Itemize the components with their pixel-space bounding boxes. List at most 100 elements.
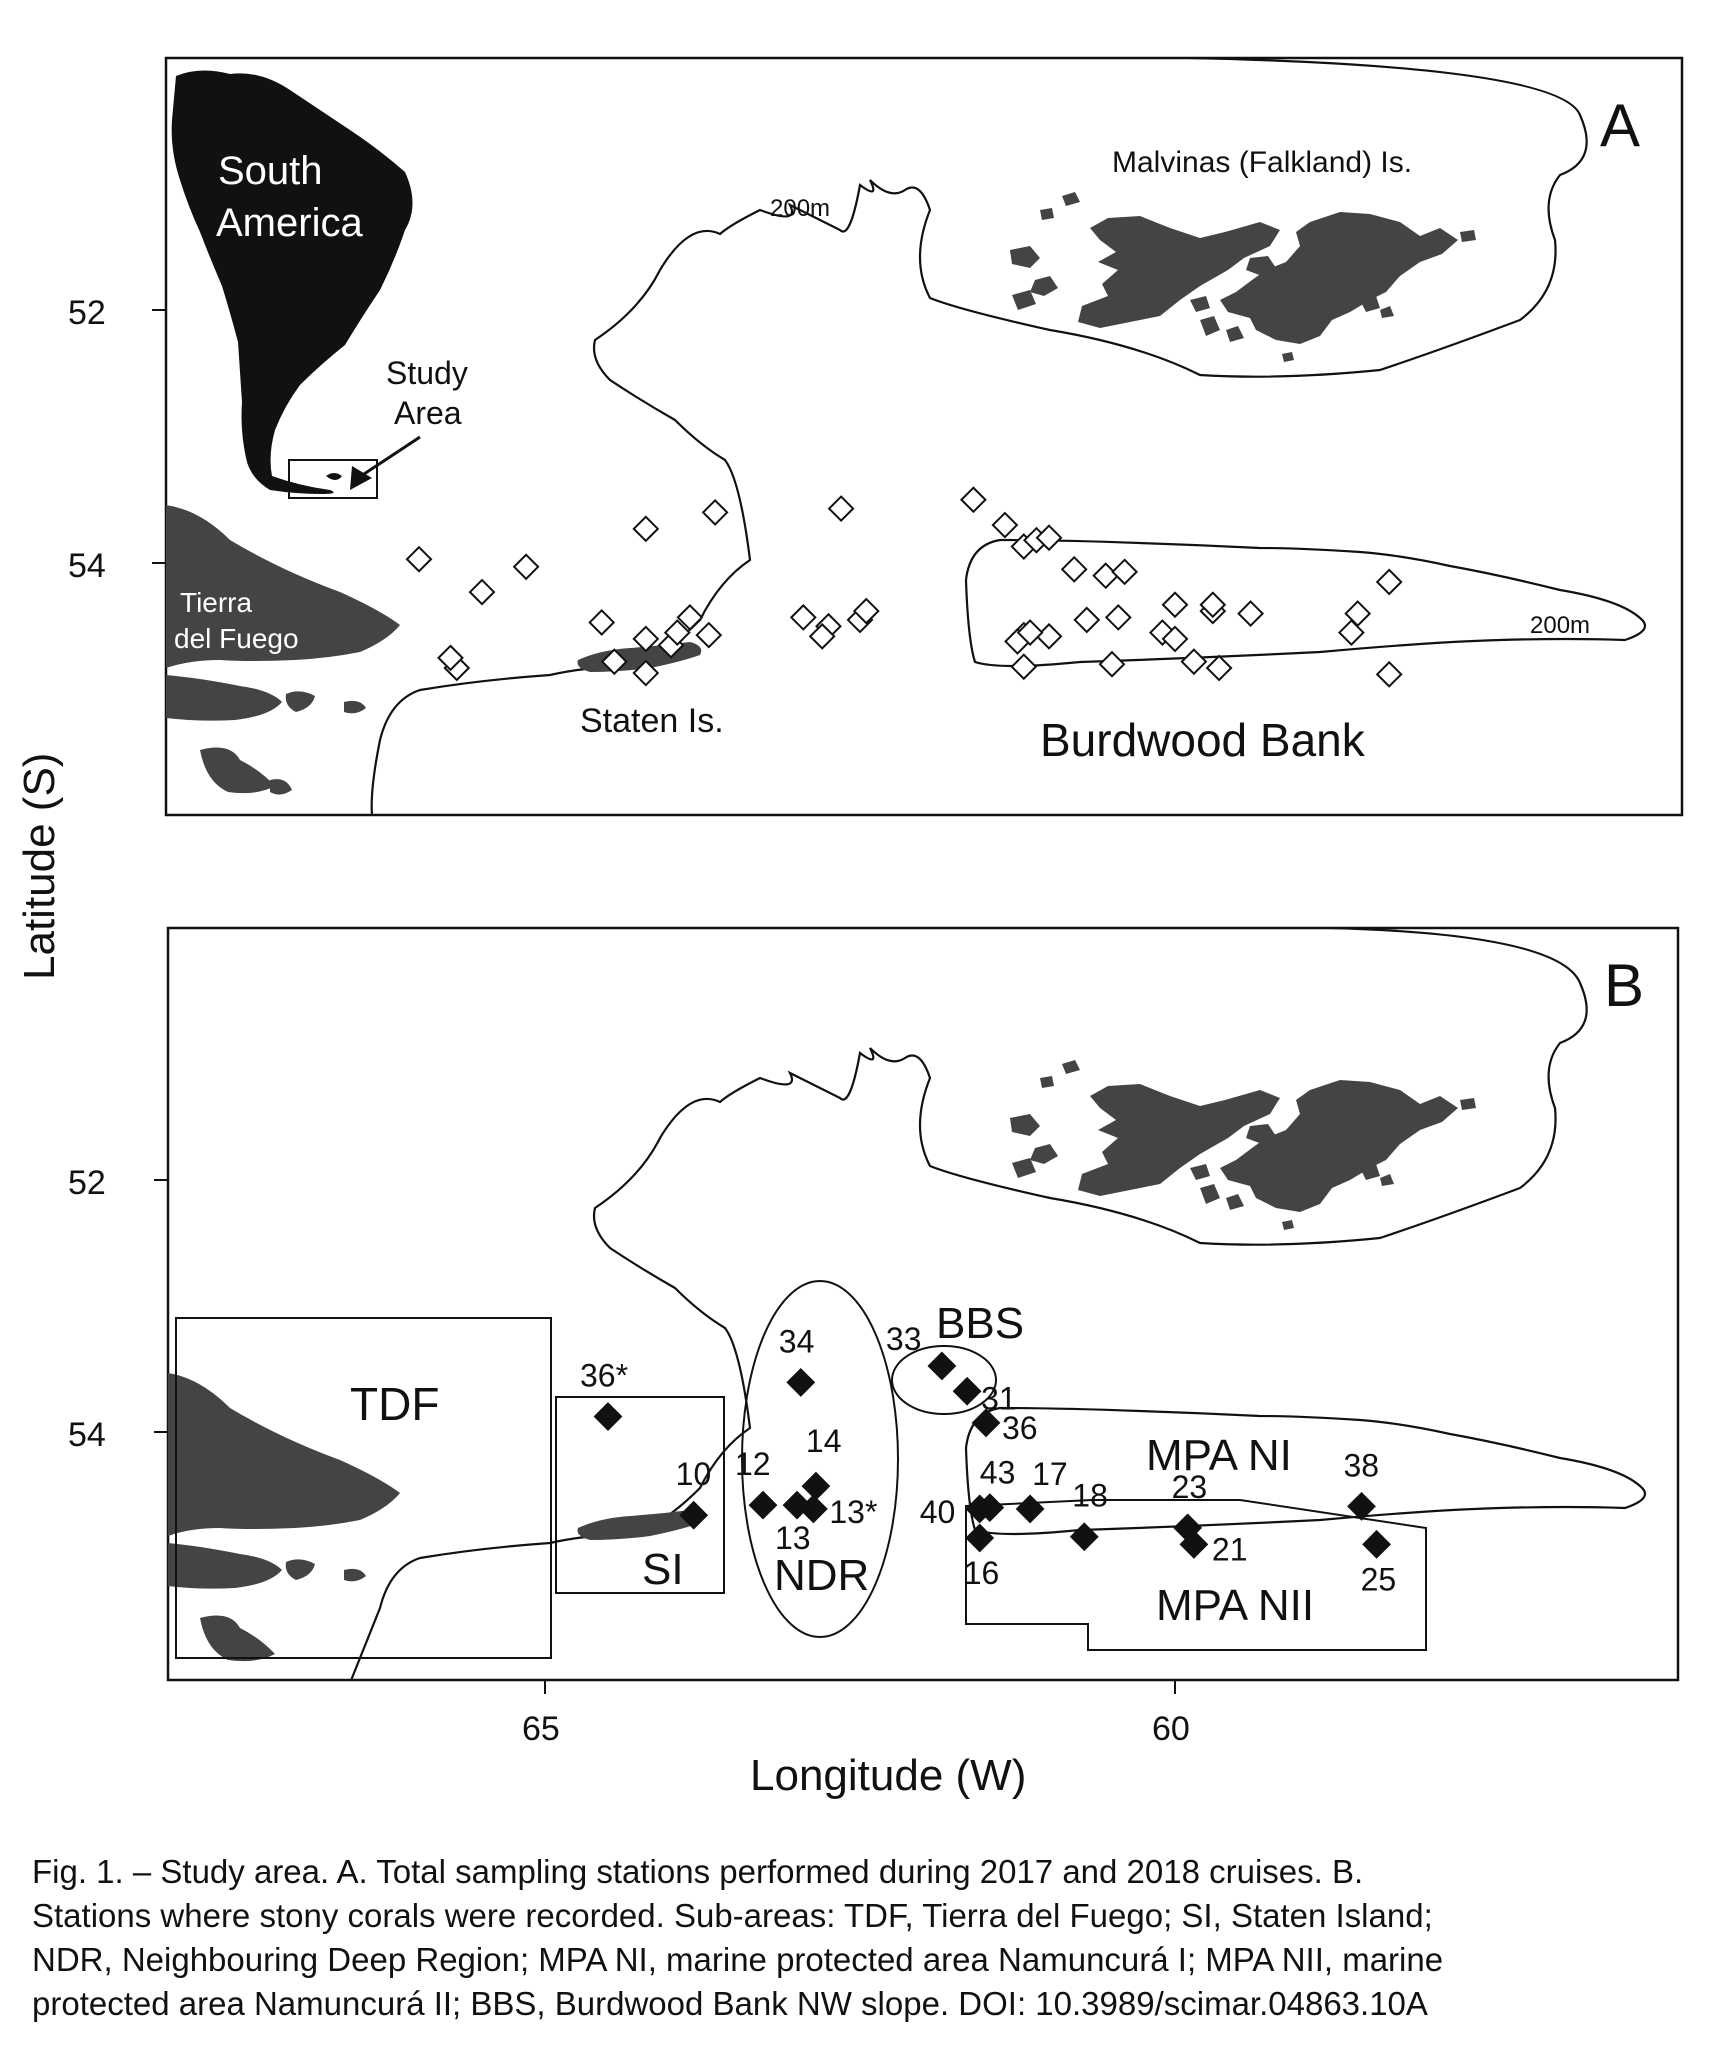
- coral-station-label: 38: [1343, 1447, 1379, 1483]
- sampling-station-marker: [468, 578, 496, 606]
- study-area-box: [288, 459, 378, 499]
- sampling-station-marker: [827, 495, 855, 523]
- caption-line: protected area Namuncurá II; BBS, Burdwo…: [32, 1985, 1428, 2022]
- sampling-station-marker: [808, 622, 836, 650]
- malvinas-label: Malvinas (Falkland) Is.: [1112, 146, 1412, 179]
- sampling-station-marker: [1337, 619, 1365, 646]
- coral-station-label: 33: [886, 1321, 922, 1357]
- y-tick-label-a-54: 54: [68, 547, 106, 585]
- south-america-label-2: America: [216, 201, 363, 245]
- coral-station-label: 34: [779, 1323, 815, 1359]
- coral-station-marker: [965, 1494, 995, 1524]
- sampling-station-marker: [1098, 650, 1126, 678]
- coral-station-label: 40: [920, 1494, 956, 1530]
- coral-station-label: 13*: [829, 1494, 877, 1530]
- tierra-del-fuego-land-b: [168, 1373, 400, 1536]
- x-axis-label: Longitude (W): [750, 1751, 1026, 1800]
- panel-a-stations: [405, 486, 1403, 688]
- staten-island-label: Staten Is.: [580, 702, 724, 740]
- coral-station-marker: [927, 1351, 957, 1381]
- sampling-station-marker: [1010, 653, 1038, 681]
- sampling-station-marker: [852, 597, 880, 625]
- sampling-station-marker: [588, 609, 616, 636]
- coral-station-marker: [798, 1494, 828, 1524]
- sampling-station-marker: [1205, 654, 1233, 682]
- sampling-station-marker: [1375, 568, 1403, 596]
- subarea-mpa-nii-label: MPA NII: [1156, 1581, 1314, 1630]
- x-tick-label-60: 60: [1152, 1710, 1190, 1748]
- sampling-station-marker: [695, 621, 723, 649]
- coral-station-label: 21: [1212, 1531, 1248, 1567]
- coral-station-label: 10: [676, 1456, 712, 1492]
- isobath-200m-shelf-b: [350, 928, 1588, 1680]
- burdwood-bank-label: Burdwood Bank: [1040, 714, 1366, 766]
- coral-station-label: 43: [980, 1455, 1016, 1491]
- y-axis-label: Latitude (S): [15, 753, 64, 980]
- isobath-200m-burdwood-b: [964, 1406, 1647, 1536]
- study-area-arrow-line: [357, 435, 421, 480]
- panel-a-letter: A: [1600, 92, 1640, 159]
- subarea-ndr-ellipse: [741, 1280, 899, 1638]
- subarea-bbs-ellipse: [891, 1345, 997, 1415]
- coral-station-label: 16: [964, 1555, 1000, 1591]
- coral-station-marker: [593, 1402, 623, 1431]
- coral-station-label: 36: [1002, 1410, 1038, 1446]
- sampling-station-marker: [1060, 555, 1088, 583]
- subarea-tdf-label: TDF: [350, 1378, 439, 1430]
- isobath-label-east: 200m: [1530, 612, 1590, 639]
- coral-station-marker: [965, 1523, 995, 1553]
- figure-canvas: South America Study Area Tierra del Fueg…: [15, 56, 1684, 1800]
- sampling-station-marker: [632, 625, 660, 653]
- sampling-station-marker: [701, 498, 729, 526]
- isobath-label-north: 200m: [770, 195, 830, 222]
- caption-line: Stations where stony corals were recorde…: [32, 1897, 1433, 1934]
- subarea-si-label: SI: [642, 1545, 684, 1594]
- tierra-del-fuego-label-2: del Fuego: [174, 623, 299, 654]
- caption-line: NDR, Neighbouring Deep Region; MPA NI, m…: [32, 1941, 1444, 1978]
- study-area-arrow-head: [350, 466, 372, 490]
- sampling-station-marker: [1104, 603, 1132, 631]
- coral-station-marker: [1015, 1494, 1045, 1524]
- sampling-station-marker: [632, 659, 660, 687]
- figure-caption: Fig. 1. – Study area. A. Total sampling …: [32, 1850, 1722, 2026]
- subarea-tdf-box: [175, 1317, 552, 1659]
- coral-station-label: 17: [1032, 1456, 1068, 1492]
- coral-station-marker: [1069, 1522, 1099, 1552]
- coral-station-label: 25: [1361, 1561, 1397, 1597]
- sampling-station-marker: [1035, 524, 1063, 552]
- y-tick-label-b-54: 54: [68, 1416, 106, 1454]
- subarea-ndr-label: NDR: [774, 1551, 869, 1600]
- sampling-station-marker: [1199, 591, 1227, 619]
- coral-station-marker: [1179, 1529, 1209, 1559]
- panel-b-frame: [166, 926, 1680, 1682]
- sampling-station-marker: [789, 603, 817, 631]
- sampling-station-marker: [600, 648, 628, 676]
- coral-station-label: 13: [775, 1520, 811, 1556]
- coral-station-marker: [748, 1490, 778, 1520]
- sampling-station-marker: [1237, 600, 1265, 628]
- subarea-bbs-label: BBS: [936, 1299, 1024, 1348]
- coral-station-label: 18: [1072, 1478, 1108, 1514]
- sampling-station-marker: [1180, 648, 1208, 676]
- coral-station-marker: [679, 1500, 709, 1530]
- coral-station-marker: [1362, 1529, 1392, 1559]
- coral-station-label: 36*: [580, 1358, 628, 1394]
- panel-a: South America Study Area Tierra del Fueg…: [68, 56, 1684, 817]
- sampling-station-marker: [437, 644, 464, 672]
- sampling-station-marker: [991, 511, 1019, 539]
- tierra-del-fuego-label-1: Tierra: [180, 587, 253, 618]
- study-area-label-2: Area: [394, 395, 462, 431]
- coral-station-marker: [971, 1408, 1001, 1438]
- sampling-station-marker: [663, 619, 691, 646]
- sampling-station-marker: [1073, 606, 1101, 634]
- y-tick-label-a-52: 52: [68, 294, 106, 332]
- sampling-station-marker: [512, 553, 540, 581]
- south-america-label-1: South: [218, 149, 323, 193]
- coral-station-label: 12: [735, 1446, 771, 1482]
- subarea-mpa-nii-outline: [965, 1499, 1427, 1651]
- subarea-mpa-ni-label: MPA NI: [1146, 1431, 1292, 1480]
- sampling-station-marker: [1375, 660, 1403, 688]
- coral-station-label: 23: [1172, 1469, 1208, 1505]
